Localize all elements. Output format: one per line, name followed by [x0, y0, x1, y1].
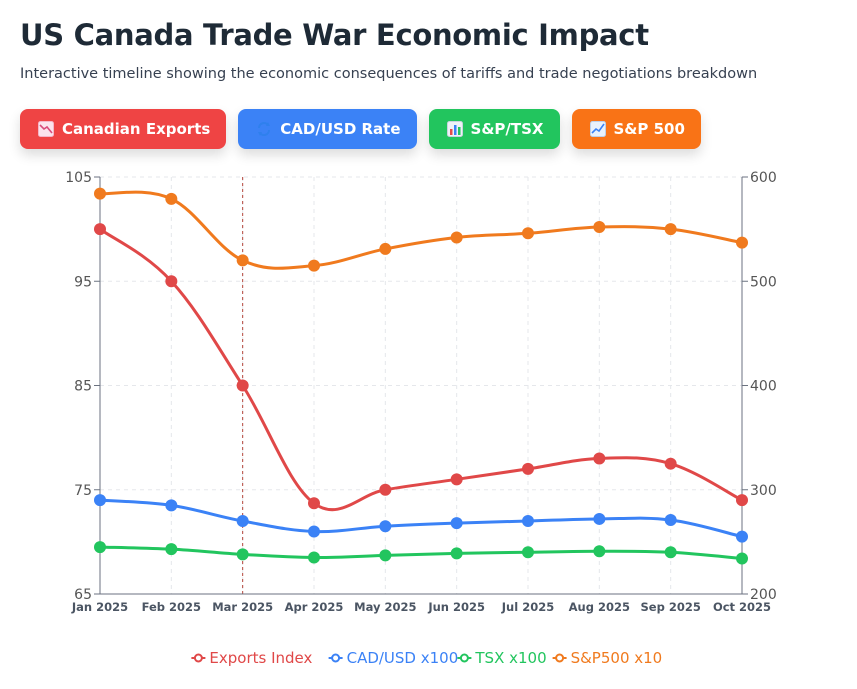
chart-increasing-icon: [589, 121, 606, 137]
page-title: US Canada Trade War Economic Impact: [20, 18, 649, 52]
sp-500-button[interactable]: S&P 500: [571, 109, 701, 149]
left-tick-label: 85: [74, 379, 92, 395]
left-tick-label: 65: [74, 587, 92, 603]
legend-label: TSX x100: [474, 649, 546, 667]
data-point: [379, 549, 392, 562]
x-tick-label: Jun 2025: [427, 600, 485, 614]
sp-tsx-button[interactable]: S&P/TSX: [428, 109, 560, 149]
chart-area: 65 75 85 95 105 200 300 400 500 600 Jan 2025 Feb 20…: [0, 160, 857, 685]
x-tick-label: Apr 2025: [285, 600, 344, 614]
data-point: [308, 497, 320, 510]
left-tick-label: 105: [65, 170, 92, 186]
data-point: [450, 547, 463, 560]
legend-label: CAD/USD x100: [347, 649, 459, 667]
data-point: [165, 275, 178, 288]
series-line-0: [99, 227, 743, 512]
cad-usd-rate-button[interactable]: CAD/USD Rate: [238, 109, 417, 149]
x-tick-label: May 2025: [354, 600, 416, 614]
data-point: [94, 187, 106, 200]
x-tick-label: Sep 2025: [641, 600, 701, 614]
legend-swatch-marker: [555, 653, 565, 663]
data-point: [522, 462, 534, 475]
x-tick-label: Mar 2025: [212, 600, 273, 614]
sp-tsx-button-label: S&P/TSX: [470, 120, 544, 138]
legend-label: Exports Index: [209, 649, 312, 667]
data-point: [308, 551, 320, 564]
data-point: [94, 494, 106, 507]
data-point: [736, 530, 748, 543]
legend-swatch-marker: [193, 653, 203, 663]
data-point: [593, 512, 606, 525]
data-point: [664, 546, 677, 559]
right-tick-label: 400: [750, 379, 777, 395]
data-point: [522, 515, 534, 528]
data-point: [379, 242, 392, 255]
data-point: [736, 236, 748, 249]
chart-decreasing-icon: [38, 121, 54, 137]
data-point: [522, 227, 534, 240]
series-line-2: [99, 545, 743, 561]
data-point: [94, 541, 106, 554]
data-point: [379, 520, 392, 533]
data-point: [379, 483, 392, 496]
legend-swatch-marker: [331, 653, 341, 663]
sp-500-button-label: S&P 500: [613, 120, 685, 138]
data-point: [593, 545, 606, 558]
data-point: [236, 515, 249, 528]
data-point: [308, 259, 320, 272]
data-point: [522, 546, 534, 559]
right-tick-label: 500: [750, 274, 777, 290]
data-point: [165, 543, 178, 556]
data-point: [736, 552, 748, 565]
data-point: [593, 452, 606, 465]
series-line-3: [99, 190, 743, 270]
data-point: [450, 473, 463, 486]
bar-chart-icon: [446, 121, 463, 137]
line-chart: 65 75 85 95 105 200 300 400 500 600 Jan 2025 Feb 20…: [65, 170, 777, 667]
x-tick-label: Feb 2025: [142, 600, 201, 614]
data-point: [94, 223, 106, 236]
exchange-arrows-icon: [256, 121, 272, 137]
data-point: [308, 525, 320, 538]
right-tick-label: 300: [750, 483, 777, 499]
legend-swatch-marker: [459, 653, 469, 663]
left-tick-label: 95: [74, 274, 92, 290]
data-point: [236, 548, 249, 561]
x-tick-label: Jul 2025: [501, 600, 554, 614]
cad-usd-rate-button-label: CAD/USD Rate: [280, 120, 401, 138]
data-point: [236, 379, 249, 392]
series-line-1: [99, 498, 743, 539]
data-point: [450, 231, 463, 244]
data-point: [450, 517, 463, 530]
x-tick-label: Jan 2025: [71, 600, 128, 614]
data-point: [664, 457, 677, 470]
right-tick-label: 600: [750, 170, 777, 186]
data-point: [593, 221, 606, 234]
canadian-exports-button-label: Canadian Exports: [62, 120, 211, 138]
data-point: [165, 499, 178, 512]
legend-label: S&P500 x10: [571, 649, 663, 667]
left-tick-label: 75: [74, 483, 92, 499]
data-point: [664, 513, 677, 526]
right-tick-label: 200: [750, 587, 777, 603]
data-point: [236, 254, 249, 267]
series-toggle-bar: Canadian Exports CAD/USD Rate S&P/TSX S&…: [20, 109, 701, 149]
page-subtitle: Interactive timeline showing the economi…: [20, 66, 758, 82]
x-tick-label: Aug 2025: [569, 600, 630, 614]
data-point: [165, 192, 178, 205]
x-tick-label: Oct 2025: [713, 600, 771, 614]
data-point: [736, 494, 748, 507]
data-point: [664, 223, 677, 236]
canadian-exports-button[interactable]: Canadian Exports: [20, 109, 227, 149]
